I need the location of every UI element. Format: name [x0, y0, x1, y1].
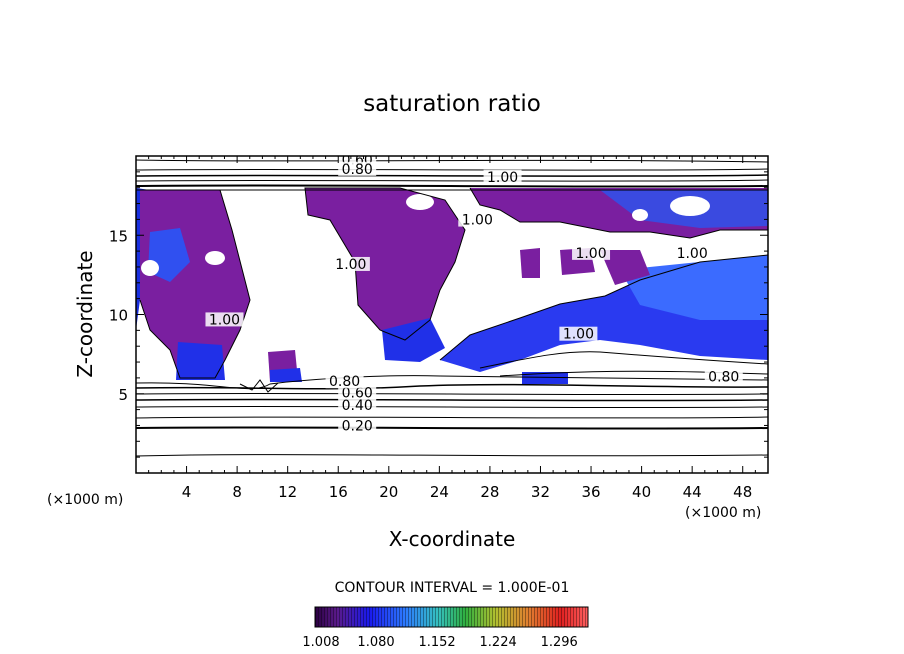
contour-line-1-00	[469, 187, 768, 239]
x-tick-label: 44	[683, 483, 702, 501]
x-axis-label: X-coordinate	[389, 527, 516, 551]
field-center-purple	[305, 188, 465, 340]
x-tick-label: 28	[480, 483, 499, 501]
contour-line-1-00	[439, 254, 768, 361]
contour-line-wiggle	[239, 379, 279, 393]
field-hole	[670, 196, 710, 216]
contour-label-bg	[704, 369, 743, 384]
x-tick-label: 8	[232, 483, 242, 501]
field-bottom-blue-patch	[522, 372, 568, 384]
y-tick-label: 5	[118, 386, 128, 404]
x-tick-label: 48	[733, 483, 752, 501]
y-tick-label: 15	[109, 227, 128, 245]
contour-line	[136, 168, 768, 171]
contour-label: 1.00	[487, 170, 518, 186]
contour-label: 0.80	[329, 374, 360, 390]
y-tick-label: 10	[109, 307, 128, 325]
contour-label: 0.20	[342, 419, 373, 435]
contour-label-bg	[338, 161, 377, 176]
x-tick-label: 20	[379, 483, 398, 501]
contour-line	[136, 454, 768, 457]
contour-label: 1.00	[462, 213, 493, 229]
contour-label-bg	[338, 418, 377, 433]
field-right-lower-purple	[600, 250, 650, 285]
colorbar-label: 1.296	[541, 635, 578, 650]
colorbar-label: 1.008	[302, 635, 339, 650]
contour-line-0-20	[136, 426, 768, 430]
field-hole	[406, 194, 434, 210]
x-tick-label: 24	[430, 483, 449, 501]
x-tick-label: 32	[531, 483, 550, 501]
contour-label: 0.40	[342, 398, 373, 414]
contour-label-bg	[338, 398, 377, 413]
contour-label: 0.80	[342, 162, 373, 178]
contour-label-bg	[338, 156, 377, 167]
field-hole	[632, 209, 648, 221]
x-tick-label: 4	[182, 483, 192, 501]
contour-line	[136, 159, 768, 163]
contour-interval-text: CONTOUR INTERVAL = 1.000E-01	[335, 580, 570, 596]
contour-line	[136, 416, 768, 419]
colorbar-label: 1.224	[480, 635, 517, 650]
colorbar-label: 1.080	[357, 635, 394, 650]
field-left-blue-bottom	[176, 342, 225, 380]
contour-label: 0.80	[708, 369, 739, 385]
contour-label: 0.60	[342, 385, 373, 401]
x-axis-unit-right: (×1000 m)	[685, 505, 761, 521]
contour-label-bg	[673, 245, 712, 260]
contour-line-0-80	[499, 370, 768, 377]
contour-line-0-40	[136, 398, 768, 402]
contour-line-0-80	[136, 179, 768, 182]
contour-label-bg	[205, 312, 244, 327]
contour-label: 1.00	[575, 246, 606, 262]
contour-line	[136, 392, 768, 396]
contour-line-1-00	[139, 189, 251, 379]
field-small-blue	[270, 368, 302, 382]
contour-line-0-90	[479, 351, 768, 369]
plot-area: 0.200.400.600.80 0.800.600.80 1.001.001.00…	[136, 156, 768, 457]
field-hole	[205, 251, 225, 265]
contour-line-0-80	[136, 375, 768, 390]
colorbar-label: 1.152	[418, 635, 455, 650]
contour-label-bg	[458, 212, 497, 227]
field-mid-purple-sliver	[520, 248, 540, 278]
chart-title: saturation ratio	[363, 91, 541, 117]
contour-label: 1.00	[209, 312, 240, 328]
x-axis-unit-left: (×1000 m)	[47, 492, 123, 508]
contour-label-bg	[559, 326, 598, 341]
saturation-field	[136, 188, 768, 384]
x-tick-label: 16	[329, 483, 348, 501]
contour-line	[136, 405, 768, 409]
x-tick-label: 12	[278, 483, 297, 501]
x-tick-label: 40	[632, 483, 651, 501]
field-right-lower-light	[620, 255, 768, 320]
colorbar-labels: 1.008 1.080 1.152 1.224 1.296	[302, 635, 577, 650]
contour-label: 1.00	[563, 327, 594, 343]
contour-label-bg	[331, 256, 370, 271]
contour-line-1-00-top	[136, 184, 768, 188]
contour-lines	[136, 159, 768, 457]
x-axis: 4 8 12 16 20 24 28 32 36 40 44 48	[148, 156, 756, 501]
contour-line-0-60	[136, 174, 768, 177]
contour-label-bg	[325, 374, 364, 389]
field-hole	[141, 260, 159, 276]
contour-label-bg	[338, 385, 377, 400]
contour-label-bg	[483, 169, 522, 184]
contour-label: 1.00	[335, 257, 366, 273]
contour-labels: 0.200.400.600.80 0.800.600.80 1.001.001.00…	[205, 156, 743, 435]
contour-line-0-60	[136, 383, 768, 390]
contour-line-1-00	[304, 187, 466, 341]
contour-label-bg	[572, 245, 611, 260]
y-axis: 5 10 15	[109, 171, 768, 458]
colorbar-stripes	[315, 607, 588, 627]
colorbar-frame	[314, 606, 589, 628]
y-axis-label: Z-coordinate	[73, 250, 97, 377]
field-center-blue	[382, 318, 445, 362]
x-tick-label: 36	[581, 483, 600, 501]
contour-label: 1.00	[677, 246, 708, 262]
